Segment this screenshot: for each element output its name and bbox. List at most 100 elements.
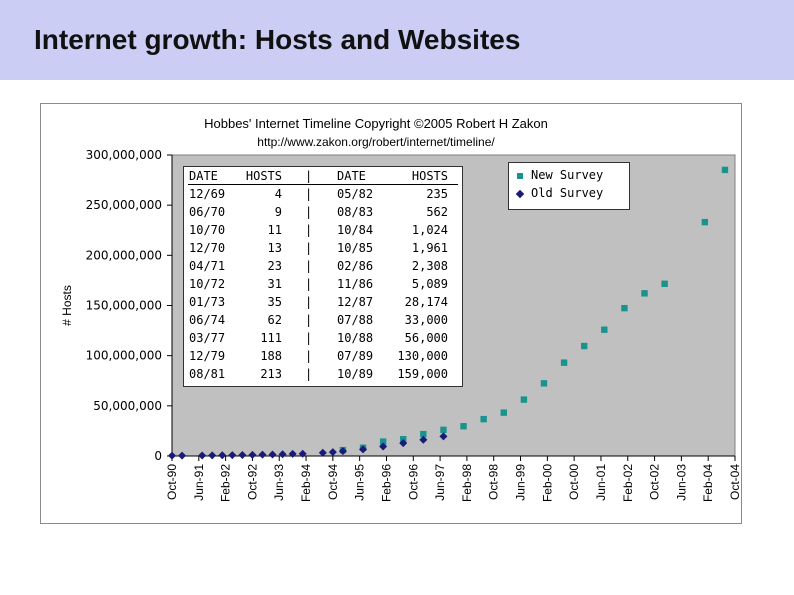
x-tick-label: Oct-96 [406,464,420,500]
table-cell: 5,089 [411,277,448,291]
table-cell: 03/77 [189,331,226,345]
table-header-row: DATE HOSTS | DATE HOSTS [184,167,462,185]
table-row: 12/69 4 | 05/82 235 [184,185,462,203]
table-row: 10/72 31 | 11/86 5,089 [184,275,462,293]
table-cell: 08/83 [337,205,374,219]
y-tick-label: 200,000,000 [86,248,162,262]
table-cell: 06/74 [189,313,226,327]
data-point-new-survey [520,396,528,403]
data-point-new-survey [440,426,447,434]
x-tick-label: Feb-04 [701,464,715,502]
data-point-old-survey [328,448,337,457]
legend-item-new-survey: New Survey [517,167,603,183]
data-point-old-survey [248,450,257,459]
data-point-old-survey [208,451,217,460]
table-cell: 12/70 [189,241,226,255]
y-tick-label: 100,000,000 [86,349,162,363]
y-tick-label: 50,000,000 [93,399,162,413]
table-cell: 111 [260,331,282,345]
table-cell: | [305,367,313,381]
table-row: 12/79 188 | 07/89 130,000 [184,347,462,365]
table-cell: HOSTS [245,169,282,183]
x-tick-label: Oct-94 [326,464,340,500]
chart-title: Hobbes' Internet Timeline Copyright ©200… [204,116,548,131]
table-cell: | [305,241,313,255]
table-cell: 23 [267,259,282,273]
table-cell: HOSTS [411,169,448,183]
table-row: 03/77 111 | 10/88 56,000 [184,329,462,347]
data-point-old-survey [168,451,176,460]
table-cell: 06/70 [189,205,226,219]
data-point-new-survey [641,290,648,297]
table-cell: 33,000 [404,313,448,327]
data-point-old-survey [288,449,297,458]
slide-title-bar [0,0,794,80]
y-tick-label: 300,000,000 [86,148,162,162]
x-tick-label: Oct-00 [567,464,581,500]
table-cell: | [305,277,313,291]
x-tick-label: Jun-93 [272,464,286,501]
table-cell: 11/86 [337,277,374,291]
table-cell: 31 [267,277,282,291]
table-cell: 159,000 [397,367,448,381]
table-cell: 188 [260,349,282,363]
data-point-new-survey [661,280,668,287]
data-point-old-survey [198,451,207,460]
table-row: 06/74 62 | 07/88 33,000 [184,311,462,329]
data-point-new-survey [540,380,548,387]
table-cell: | [305,295,313,309]
table-cell: | [305,313,313,327]
table-cell: DATE [189,169,218,183]
x-tick-label: Oct-02 [648,464,662,500]
table-cell: 12/79 [189,349,226,363]
table-cell: 10/85 [337,241,374,255]
hosts-data-table: DATE HOSTS | DATE HOSTS 12/69 4 | 05/82 235 06/70 9… [183,166,463,387]
table-row: 08/81 213 | 10/89 159,000 [184,365,462,383]
data-point-old-survey [419,435,428,444]
table-row: 12/70 13 | 10/85 1,961 [184,239,462,257]
y-tick-label: 0 [154,449,162,463]
x-tick-label: Jun-03 [674,464,688,501]
data-point-old-survey [258,450,267,459]
data-point-new-survey [460,423,467,430]
table-cell: 62 [267,313,282,327]
data-point-new-survey [379,438,387,445]
data-point-old-survey [238,451,247,460]
legend-item-old-survey: Old Survey [515,185,603,201]
x-tick-label: Feb-92 [219,464,233,502]
data-point-new-survey [621,304,628,312]
data-point-old-survey [359,445,368,454]
table-cell: | [305,349,313,363]
table-cell: 1,024 [411,223,448,237]
table-row: 06/70 9 | 08/83 562 [184,203,462,221]
x-tick-label: Oct-04 [728,464,741,500]
table-cell: 562 [426,205,448,219]
data-point-old-survey [298,449,307,458]
data-point-new-survey [560,359,568,366]
table-header-rule [188,184,458,185]
legend-label-new-survey: New Survey [531,168,604,182]
x-tick-label: Oct-90 [165,464,179,500]
table-cell: | [305,331,313,345]
chart-subtitle: http://www.zakon.org/robert/internet/tim… [257,135,495,149]
table-cell: 01/73 [189,295,226,309]
data-point-new-survey [480,415,487,423]
table-cell: 10/72 [189,277,226,291]
x-tick-label: Jun-01 [594,464,608,501]
table-cell: 02/86 [337,259,374,273]
table-cell: | [305,187,313,201]
data-point-new-survey [721,166,729,174]
data-point-old-survey [379,442,388,451]
data-point-new-survey [601,326,608,333]
data-point-new-survey [420,430,427,438]
table-cell: 2,308 [411,259,448,273]
table-cell: 10/84 [337,223,374,237]
data-point-old-survey [178,451,187,460]
table-cell: 11 [267,223,282,237]
x-tick-label: Oct-98 [487,464,501,500]
data-point-old-survey [338,447,347,456]
table-cell: 4 [274,187,282,201]
data-point-old-survey [439,432,448,441]
table-cell: 07/89 [337,349,374,363]
table-row: 01/73 35 | 12/87 28,174 [184,293,462,311]
